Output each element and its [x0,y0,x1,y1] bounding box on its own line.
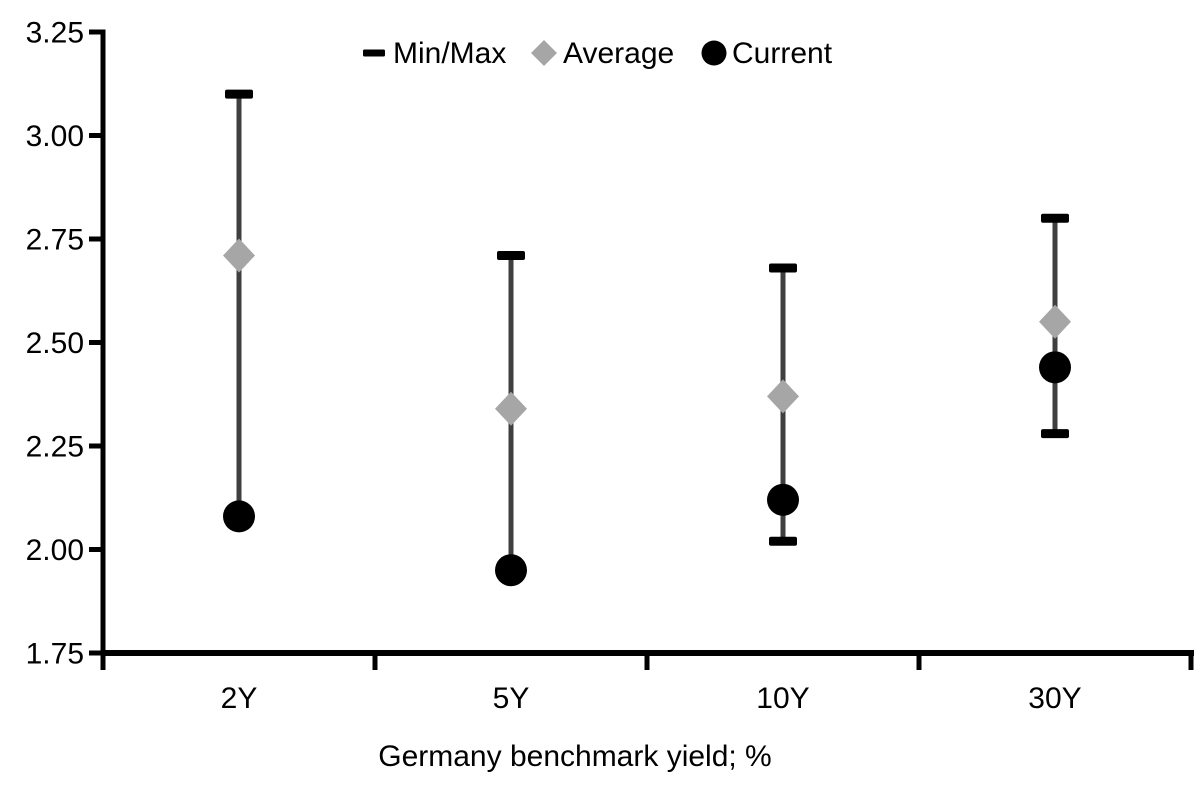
legend-dash-icon [363,49,385,57]
average-marker-5Y [495,391,527,426]
average-marker-2Y [223,238,255,273]
current-marker-10Y [767,483,799,516]
y-axis-tick-label: 1.75 [26,638,84,671]
min-cap-10Y [769,536,797,546]
x-axis-category-label: 30Y [1028,682,1081,715]
y-axis-tick-label: 2.50 [26,327,84,360]
max-cap-5Y [497,251,525,261]
y-axis-tick-label: 2.25 [26,431,84,464]
current-marker-5Y [495,554,527,587]
y-axis-tick-label: 2.75 [26,224,84,257]
y-axis-tick-label: 2.00 [26,534,84,567]
x-axis: 2Y 5Y 10Y 30Y [100,650,1194,715]
x-axis-category-label: 5Y [493,682,530,715]
y-axis-tick-label: 3.25 [26,17,84,50]
min-cap-30Y [1041,429,1069,439]
current-marker-30Y [1039,351,1071,384]
x-axis-title: Germany benchmark yield; % [378,740,772,773]
y-axis-tick-label: 3.00 [26,120,84,153]
y-axis: 3.25 3.00 2.75 2.50 2.25 2.00 1.75 [26,17,106,671]
max-cap-30Y [1041,213,1069,223]
legend-label: Current [732,37,833,70]
x-axis-category-label: 10Y [756,682,809,715]
legend-label: Average [563,37,674,70]
x-axis-category-label: 2Y [221,682,258,715]
max-cap-2Y [225,89,253,99]
legend-circle-icon [701,40,727,66]
max-cap-10Y [769,263,797,273]
chart-legend: Min/Max Average Current [363,37,833,70]
chart-series [223,89,1071,587]
legend-diamond-icon [531,40,557,66]
legend-label: Min/Max [393,37,506,70]
average-marker-10Y [767,379,799,414]
average-marker-30Y [1039,304,1071,339]
current-marker-2Y [223,500,255,533]
